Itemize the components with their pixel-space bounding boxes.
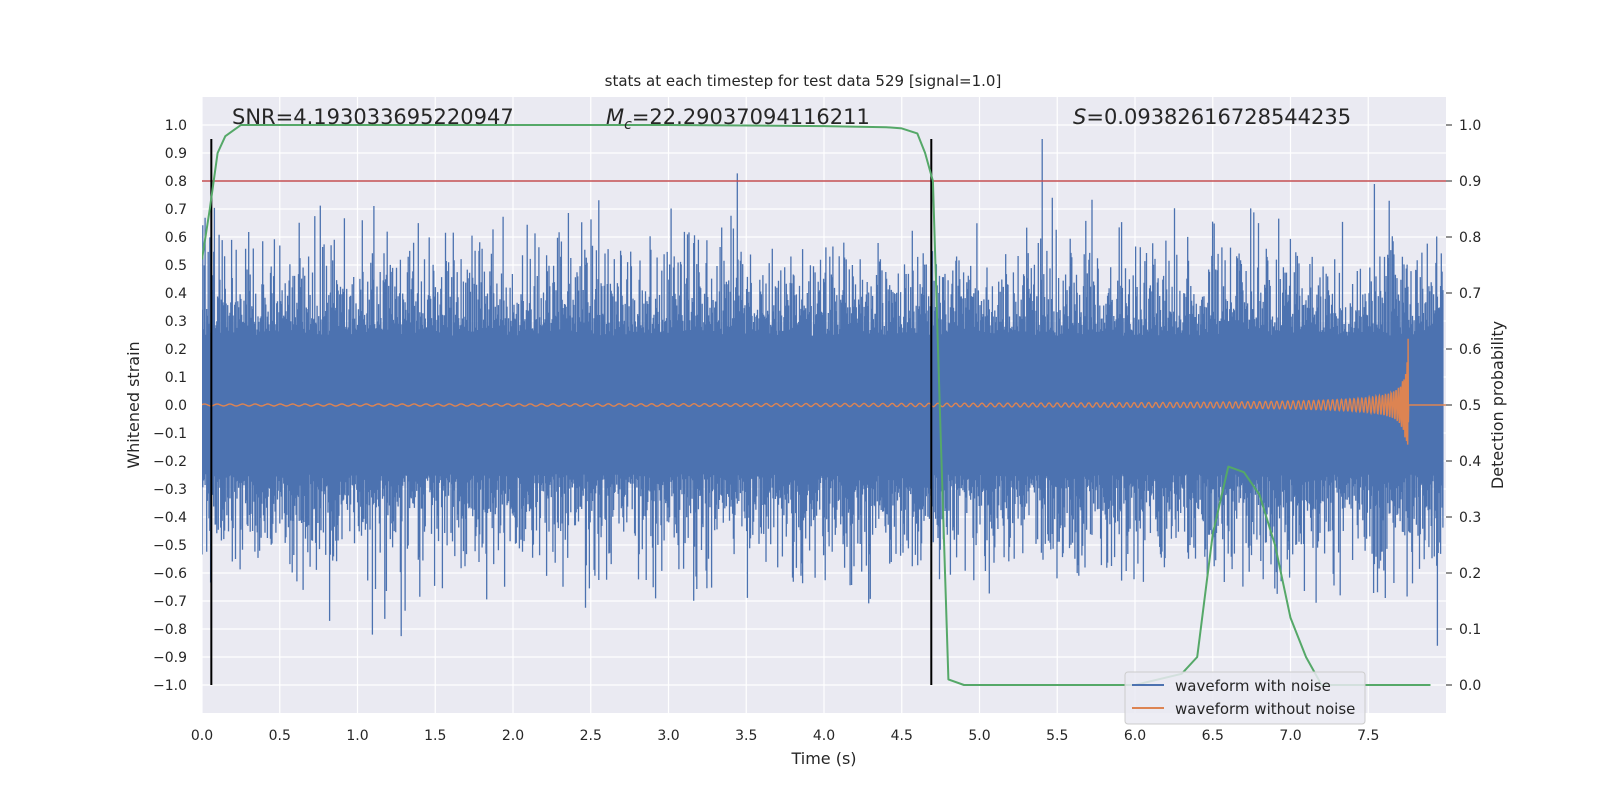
- y-tick-label: −0.1: [153, 426, 187, 442]
- chirp-mass-symbol: M: [606, 105, 624, 129]
- y2-tick-label: 0.5: [1459, 398, 1481, 414]
- y2-axis-label: Detection probability: [1488, 321, 1507, 489]
- waveform-without-noise-series: [202, 338, 1446, 445]
- x-tick-label: 0.0: [191, 728, 213, 744]
- y2-tick-label: 0.6: [1459, 342, 1481, 358]
- s-symbol: S: [1073, 105, 1086, 129]
- y-tick-label: −0.4: [153, 510, 187, 526]
- y-tick-label: −0.2: [153, 454, 187, 470]
- y-tick-label: 0.7: [165, 202, 187, 218]
- x-axis-label: Time (s): [790, 749, 856, 768]
- y-tick-label: −0.3: [153, 482, 187, 498]
- x-tick-label: 3.0: [657, 728, 679, 744]
- y2-tick-label: 1.0: [1459, 118, 1481, 134]
- x-tick-label: 0.5: [269, 728, 291, 744]
- x-tick-label: 5.5: [1046, 728, 1068, 744]
- s-value: =0.09382616728544235: [1086, 105, 1351, 129]
- y-tick-label: −0.7: [153, 594, 187, 610]
- y2-tick-label: 0.0: [1459, 678, 1481, 694]
- x-tick-label: 7.0: [1279, 728, 1301, 744]
- y2-tick-label: 0.3: [1459, 510, 1481, 526]
- y-tick-label: −0.5: [153, 538, 187, 554]
- chirp-mass-annotation: Mc=22.29037094116211: [606, 105, 870, 133]
- y-tick-label: −0.8: [153, 622, 187, 638]
- y2-tick-label: 0.2: [1459, 566, 1481, 582]
- legend-label-noise: waveform with noise: [1175, 677, 1331, 695]
- chirp-mass-value: =22.29037094116211: [632, 105, 870, 129]
- detection-probability-curve: [202, 124, 1431, 686]
- x-tick-label: 6.0: [1124, 728, 1146, 744]
- y-tick-label: −1.0: [153, 678, 187, 694]
- x-tick-label: 2.5: [580, 728, 602, 744]
- y-tick-label: 0.4: [165, 286, 187, 302]
- y2-tick-label: 0.9: [1459, 174, 1481, 190]
- y-tick-label: 0.3: [165, 314, 187, 330]
- legend: waveform with noise waveform without noi…: [1124, 671, 1366, 725]
- x-tick-label: 7.5: [1357, 728, 1379, 744]
- y-tick-label: 0.1: [165, 370, 187, 386]
- legend-box: [1124, 671, 1366, 725]
- y-tick-label: 0.2: [165, 342, 187, 358]
- y2-tick-label: 0.1: [1459, 622, 1481, 638]
- y-tick-label: −0.9: [153, 650, 187, 666]
- x-tick-label: 5.0: [968, 728, 990, 744]
- y2-tick-label: 0.7: [1459, 286, 1481, 302]
- x-tick-label: 1.5: [424, 728, 446, 744]
- y-axis-label: Whitened strain: [124, 341, 143, 468]
- x-tick-label: 3.5: [735, 728, 757, 744]
- x-tick-label: 4.5: [891, 728, 913, 744]
- y-tick-label: 0.8: [165, 174, 187, 190]
- y-tick-label: −0.6: [153, 566, 187, 582]
- chart-title: stats at each timestep for test data 529…: [605, 72, 1002, 90]
- y-tick-label: 0.9: [165, 146, 187, 162]
- x-tick-label: 4.0: [813, 728, 835, 744]
- axis-ticks: 0.0 0.5 1.0 1.5 2.0 2.5 3.0 3.5 4.0 4.5 5.0 5.5 6.0 6…: [153, 118, 1481, 744]
- y2-tick-label: 0.8: [1459, 230, 1481, 246]
- y2-tick-label: 0.4: [1459, 454, 1481, 470]
- y-tick-label: 1.0: [165, 118, 187, 134]
- x-tick-label: 2.0: [502, 728, 524, 744]
- chirp-trace: [202, 338, 1446, 445]
- s-annotation: S=0.09382616728544235: [1073, 105, 1351, 129]
- snr-annotation: SNR=4.193033695220947: [232, 105, 514, 129]
- y-tick-label: 0.5: [165, 258, 187, 274]
- x-tick-label: 1.0: [346, 728, 368, 744]
- y-tick-label: 0.0: [165, 398, 187, 414]
- y-tick-label: 0.6: [165, 230, 187, 246]
- chirp-mass-subscript: c: [624, 117, 632, 133]
- legend-label-clean: waveform without noise: [1175, 700, 1355, 718]
- probability-overlays: [202, 124, 1446, 686]
- x-tick-label: 6.5: [1202, 728, 1224, 744]
